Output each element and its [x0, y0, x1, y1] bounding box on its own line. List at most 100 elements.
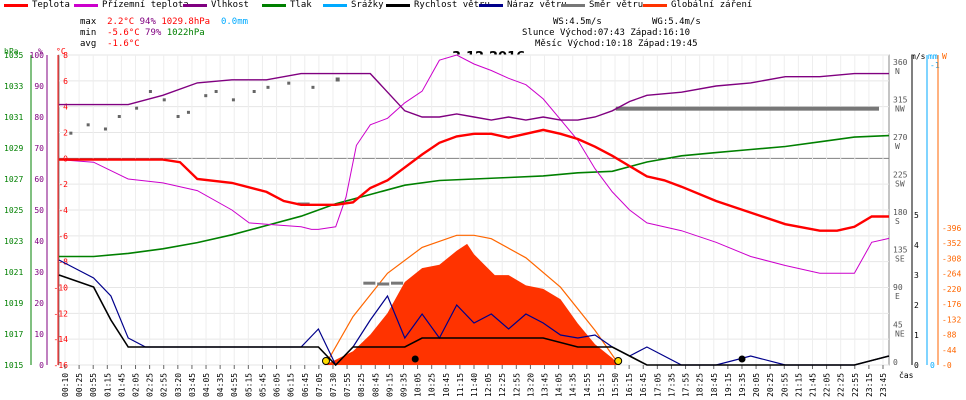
x-tick-label: 12:05 — [484, 373, 493, 397]
tick-label-humidity: 90 — [34, 82, 44, 91]
sunset-marker — [614, 357, 623, 365]
wind-dir-point — [117, 115, 121, 118]
wind-dir-point — [103, 127, 107, 131]
wind-dir-point — [204, 94, 208, 98]
stats-avg-label: avg — [80, 39, 97, 49]
legend-item: Vlhkost — [211, 0, 249, 10]
tick-label-wind: 2 — [914, 301, 919, 310]
x-tick-label: 10:05 — [414, 373, 423, 397]
stats-avg-temp: -1.6°C — [107, 39, 140, 49]
tick-label-winddir: 0 — [893, 358, 898, 367]
x-tick-label: 13:45 — [541, 373, 550, 397]
wind-dir-point — [231, 98, 235, 102]
tick-label-temperature: -16 — [54, 361, 69, 370]
x-tick-label: 09:15 — [385, 373, 394, 397]
wind-dir-point — [69, 131, 73, 135]
legend-swatch — [643, 4, 667, 7]
tick-label-winddir-name: N — [895, 67, 900, 76]
legend-item: Náraz větru — [507, 0, 567, 10]
stats-max-hum: 94% — [139, 17, 156, 27]
wind-dir-bar — [391, 281, 403, 285]
legend-swatch — [386, 4, 410, 7]
x-tick-label: 12:55 — [512, 373, 521, 397]
humidity-line — [59, 72, 889, 121]
tick-label-radiation: -88 — [942, 331, 957, 340]
x-tick-label: 02:05 — [132, 373, 141, 397]
tick-label-winddir: 135 — [893, 246, 908, 255]
wind-dir-bar-long — [615, 106, 879, 111]
tick-label-radiation: -176 — [942, 300, 961, 309]
x-tick-label: 00:55 — [89, 373, 98, 397]
x-tick-label: 07:55 — [343, 373, 352, 397]
axis-label-wind: m/s — [911, 52, 926, 61]
tick-label-winddir: 90 — [893, 283, 903, 292]
x-tick-label: 03:20 — [174, 373, 183, 397]
moon-set: Západ:19:45 — [637, 39, 698, 49]
x-tick-label: 07:05 — [315, 373, 324, 397]
tick-label-temperature: -14 — [54, 335, 69, 344]
tick-label-winddir: 360 — [893, 58, 908, 67]
x-tick-label: 17:05 — [653, 373, 662, 397]
legend-swatch — [561, 4, 585, 7]
temperature-line — [59, 128, 889, 232]
x-tick-label: 16:45 — [639, 373, 648, 397]
x-tick-label: 04:55 — [230, 373, 239, 397]
wind-dir-point — [311, 85, 315, 89]
wind-dir-bar — [363, 281, 376, 285]
tick-label-winddir: 315 — [893, 96, 908, 105]
wind-dir-point — [148, 90, 152, 93]
tick-label-temperature: 2 — [63, 129, 68, 138]
tick-label-humidity: 30 — [34, 268, 44, 277]
x-tick-label: 04:35 — [216, 373, 225, 397]
tick-label-humidity: 50 — [34, 206, 44, 215]
tick-label-radiation: -264 — [942, 270, 961, 279]
legend-item: Rychlost větru — [414, 0, 490, 10]
stats-max-rain: 0.0mm — [220, 17, 249, 27]
stats-max: max 2.2°C 94% 1029.8hPa 0.0mm — [80, 17, 248, 27]
tick-label-humidity: 60 — [34, 175, 44, 184]
tick-label-temperature: -2 — [58, 180, 68, 189]
x-tick-label: 19:15 — [724, 373, 733, 397]
sun-set: Západ:16:10 — [630, 28, 690, 38]
x-tick-label: 17:55 — [682, 373, 691, 397]
x-tick-label: 05:45 — [258, 373, 267, 397]
tick-label-wind: 0 — [914, 361, 919, 370]
sun-info: Slunce Východ:07:43 Západ:16:10 — [522, 28, 690, 38]
tick-label-humidity: 100 — [30, 51, 45, 60]
wind-dir-point — [252, 90, 256, 93]
axis-label-temperature: °C — [56, 47, 66, 56]
tick-label-radiation: -220 — [942, 285, 961, 294]
axis-label-radiation: W — [942, 52, 947, 61]
legend-item: Přízemní teplota — [102, 0, 189, 10]
legend-item: Teplota — [32, 0, 70, 10]
x-tick-label: 04:05 — [202, 373, 211, 397]
stats-max-label: max — [80, 17, 97, 27]
tick-label-radiation: -396 — [942, 224, 961, 233]
sun-label: Slunce — [522, 28, 555, 38]
x-tick-label: 11:15 — [456, 373, 465, 397]
tick-label-humidity: 10 — [34, 330, 44, 339]
x-tick-label: 22:55 — [851, 373, 860, 397]
moon-info: Měsíc Východ:10:18 Západ:19:45 — [535, 39, 698, 49]
tick-label-pressure: 1035 — [4, 51, 23, 60]
x-tick-label: 14:55 — [583, 373, 592, 397]
wind-dir-point — [214, 90, 218, 93]
legend: Teplota Přízemní teplota Vlhkost Tlak Srážky… — [0, 0, 966, 40]
tick-label-radiation: -44 — [942, 346, 957, 355]
tick-label-pressure: 1021 — [4, 268, 23, 277]
wind-dir-point — [86, 123, 90, 127]
tick-label-winddir: 270 — [893, 133, 908, 142]
wind-wg: WG:5.4m/s — [652, 17, 701, 27]
tick-label-pressure: 1015 — [4, 361, 23, 370]
legend-item: Směr větru — [589, 0, 644, 10]
x-tick-label: 20:05 — [752, 373, 761, 397]
x-tick-label: 08:45 — [371, 373, 380, 397]
legend-item: Tlak — [290, 0, 312, 10]
tick-label-temperature: 6 — [63, 77, 68, 86]
legend-item: Globální záření — [671, 0, 753, 10]
wind-speed-line — [58, 274, 890, 367]
tick-label-pressure: 1025 — [4, 206, 23, 215]
stats-max-press: 1029.8hPa — [161, 17, 211, 27]
x-tick-label: 19:35 — [738, 373, 747, 397]
x-tick-label: 23:45 — [879, 373, 888, 397]
